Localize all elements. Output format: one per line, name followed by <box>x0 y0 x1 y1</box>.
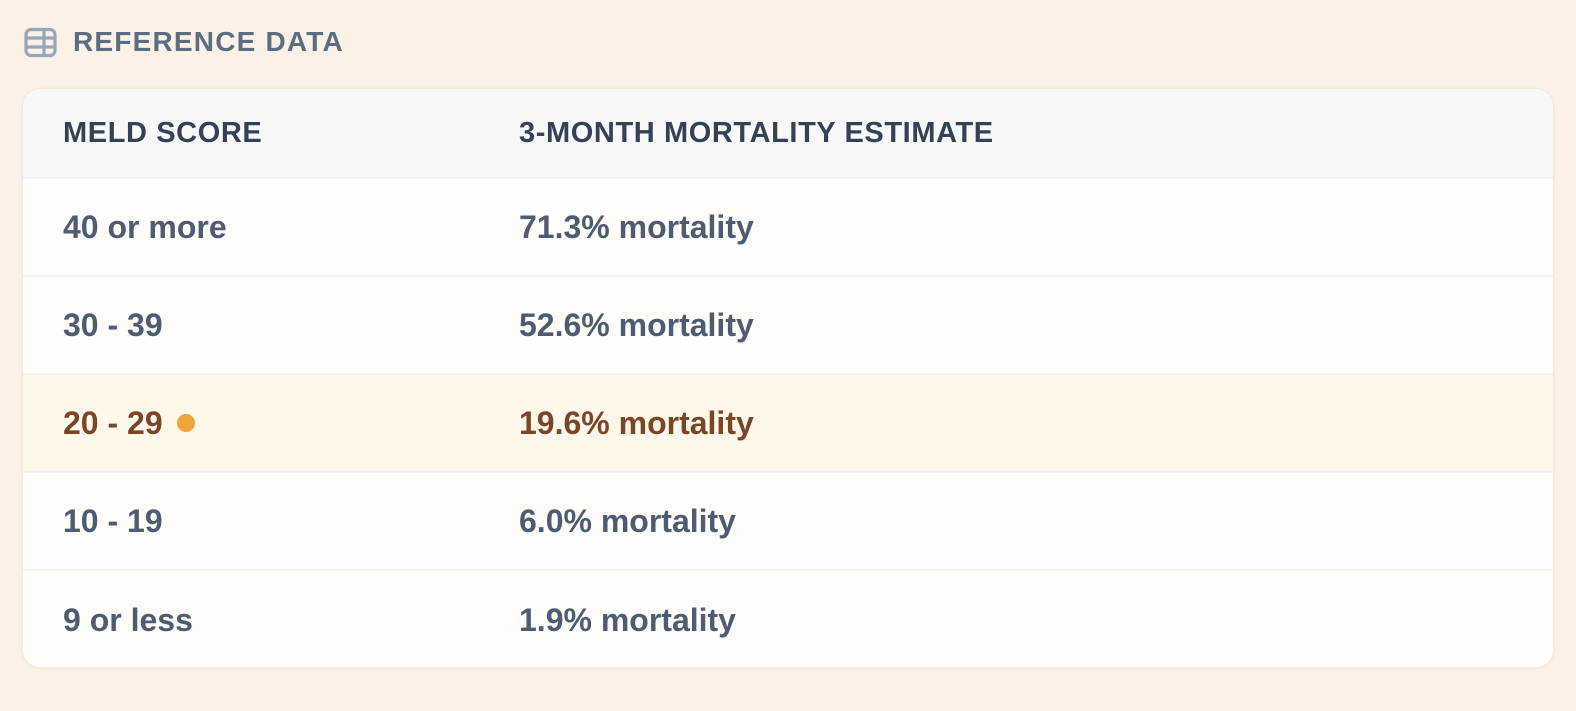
table-row: 40 or more 71.3% mortality <box>23 179 1553 277</box>
mortality-value: 6.0% mortality <box>519 502 736 539</box>
meld-score-column-header: MELD SCORE <box>23 117 519 150</box>
mortality-cell: 52.6% mortality <box>519 307 1553 344</box>
table-row: 20 - 29 19.6% mortality <box>23 375 1553 473</box>
meld-score-cell: 10 - 19 <box>23 503 519 540</box>
mortality-value: 52.6% mortality <box>519 306 754 343</box>
table-row: 9 or less 1.9% mortality <box>23 571 1553 667</box>
meld-score-cell: 9 or less <box>23 602 519 639</box>
meld-score-value: 20 - 29 <box>63 404 163 441</box>
mortality-header-label: 3-MONTH MORTALITY ESTIMATE <box>519 116 994 149</box>
table-body: 40 or more 71.3% mortality 30 - 39 52.6%… <box>23 179 1553 667</box>
table-row: 30 - 39 52.6% mortality <box>23 277 1553 375</box>
mortality-value: 19.6% mortality <box>519 404 754 441</box>
mortality-cell: 71.3% mortality <box>519 209 1553 246</box>
table-row: 10 - 19 6.0% mortality <box>23 473 1553 571</box>
mortality-cell: 1.9% mortality <box>519 602 1553 639</box>
reference-data-section-header: REFERENCE DATA <box>0 0 1576 58</box>
section-title: REFERENCE DATA <box>73 26 344 57</box>
table-icon <box>24 27 57 58</box>
meld-score-value: 40 or more <box>63 208 227 245</box>
meld-score-value: 10 - 19 <box>63 502 163 539</box>
mortality-column-header: 3-MONTH MORTALITY ESTIMATE <box>519 117 1553 150</box>
meld-score-value: 30 - 39 <box>63 306 163 343</box>
mortality-cell: 6.0% mortality <box>519 503 1553 540</box>
mortality-cell: 19.6% mortality <box>519 405 1553 442</box>
meld-score-cell: 30 - 39 <box>23 307 519 344</box>
current-score-dot <box>176 414 195 432</box>
meld-score-value: 9 or less <box>63 601 193 638</box>
reference-data-card: MELD SCORE 3-MONTH MORTALITY ESTIMATE 40… <box>22 88 1554 668</box>
meld-score-cell: 20 - 29 <box>23 405 519 442</box>
meld-score-cell: 40 or more <box>23 209 519 246</box>
table-header-row: MELD SCORE 3-MONTH MORTALITY ESTIMATE <box>23 89 1553 179</box>
mortality-value: 1.9% mortality <box>519 601 736 638</box>
meld-score-header-label: MELD SCORE <box>63 116 263 149</box>
mortality-value: 71.3% mortality <box>519 208 754 245</box>
